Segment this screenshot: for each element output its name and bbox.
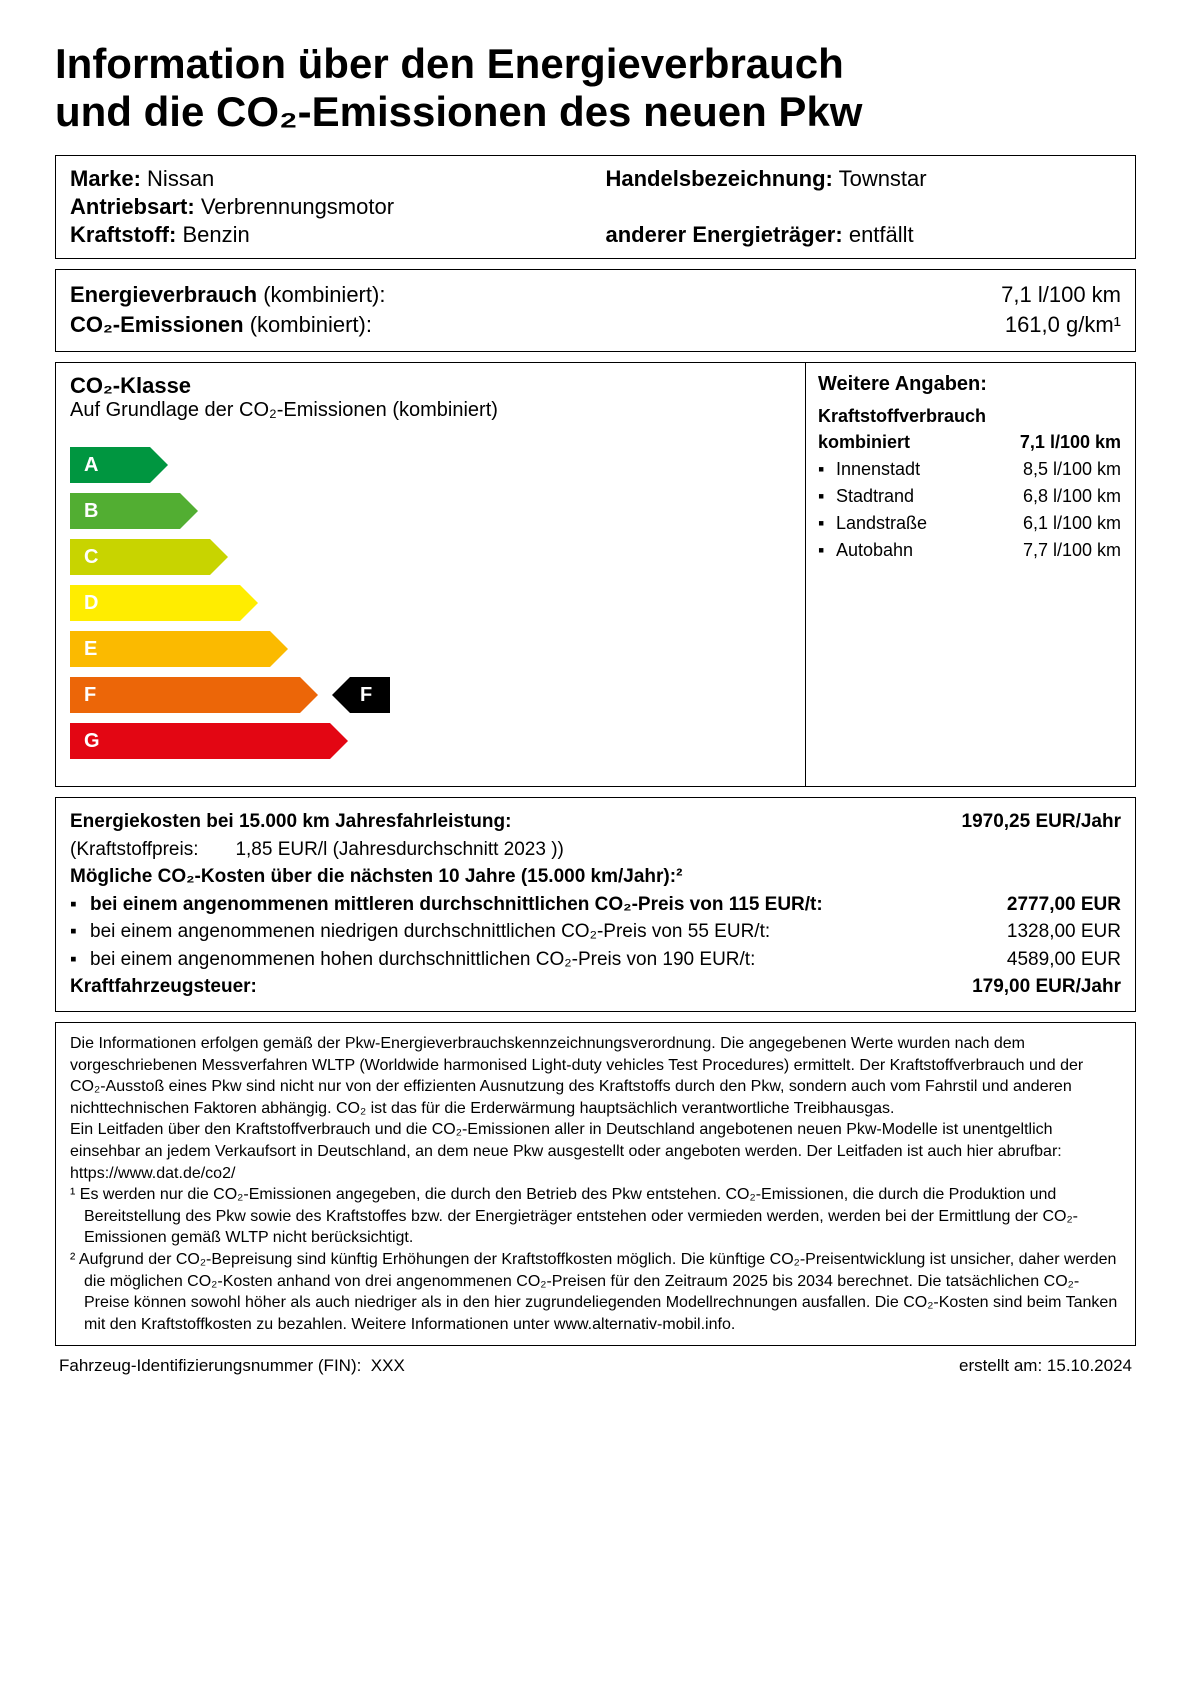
page-title: Information über den Energieverbrauch un… — [55, 40, 1136, 137]
co2-bar-label: B — [84, 500, 98, 523]
legal-footnote-2: ² Aufgrund der CO₂-Bepreisung sind künft… — [70, 1249, 1121, 1335]
antrieb-row: Antriebsart: Verbrennungsmotor — [70, 194, 586, 220]
co2-cost-scenario: ▪bei einem angenommenen hohen durchschni… — [70, 946, 1121, 974]
costs-box: Energiekosten bei 15.000 km Jahresfahrle… — [55, 797, 1136, 1012]
legal-footnote-1: ¹ Es werden nur die CO₂-Emissionen angeg… — [70, 1184, 1121, 1249]
antrieb-value: Verbrennungsmotor — [201, 194, 394, 219]
vehicle-info-box: Marke: Nissan Handelsbezeichnung: Townst… — [55, 155, 1136, 259]
fin-value: XXX — [371, 1356, 405, 1375]
co2-bar-row-a: A — [70, 444, 791, 486]
tax-label: Kraftfahrzeugsteuer: — [70, 973, 257, 1001]
date-value: 15.10.2024 — [1047, 1356, 1132, 1375]
energie-suffix: (kombiniert): — [257, 282, 385, 307]
co2cost-title: Mögliche CO₂-Kosten über die nächsten 10… — [70, 866, 682, 887]
co2-cost-scenario: ▪bei einem angenommenen mittleren durchs… — [70, 891, 1121, 919]
anderer-row: anderer Energieträger: entfällt — [606, 222, 1122, 248]
co2-bar-label: E — [84, 638, 97, 661]
antrieb-label: Antriebsart: — [70, 194, 195, 219]
co2-bar-label: F — [84, 684, 96, 707]
legal-box: Die Informationen erfolgen gemäß der Pkw… — [55, 1022, 1136, 1346]
co2-suffix: (kombiniert): — [244, 312, 372, 337]
fuel-row: ▪Landstraße6,1 l/100 km — [818, 510, 1121, 537]
handels-label: Handelsbezeichnung: — [606, 166, 833, 191]
marke-label: Marke: — [70, 166, 141, 191]
title-line1: Information über den Energieverbrauch — [55, 40, 844, 87]
energy-cost-value: 1970,25 EUR/Jahr — [962, 808, 1122, 836]
co2-bar-b: B — [70, 493, 180, 529]
fuelprice-label: (Kraftstoffpreis: — [70, 839, 198, 860]
energie-label: Energieverbrauch — [70, 282, 257, 307]
co2-label: CO₂-Emissionen — [70, 312, 244, 337]
co2-value: 161,0 g/km¹ — [1005, 310, 1121, 341]
fin-label: Fahrzeug-Identifizierungsnummer (FIN): — [59, 1356, 361, 1375]
further-title: Weitere Angaben: — [818, 373, 1121, 396]
further-info: Weitere Angaben: Kraftstoffverbrauch kom… — [805, 363, 1135, 786]
handels-value: Townstar — [839, 166, 927, 191]
anderer-label: anderer Energieträger: — [606, 222, 843, 247]
legal-p1: Die Informationen erfolgen gemäß der Pkw… — [70, 1033, 1121, 1119]
kombiniert-label: kombiniert — [818, 429, 910, 456]
co2-cost-scenario: ▪bei einem angenommenen niedrigen durchs… — [70, 918, 1121, 946]
co2-class-subtitle: Auf Grundlage der CO₂-Emissionen (kombin… — [70, 399, 791, 422]
co2-bar-row-g: G — [70, 720, 791, 762]
co2-bar-g: G — [70, 723, 330, 759]
handels-row: Handelsbezeichnung: Townstar — [606, 166, 1122, 192]
marke-value: Nissan — [147, 166, 214, 191]
co2-bar-label: C — [84, 546, 98, 569]
further-section: Kraftstoffverbrauch — [818, 406, 1121, 427]
co2-bar-label: G — [84, 730, 100, 753]
fuel-row: ▪Innenstadt8,5 l/100 km — [818, 456, 1121, 483]
co2-bar-c: C — [70, 539, 210, 575]
footer: Fahrzeug-Identifizierungsnummer (FIN): X… — [55, 1356, 1136, 1376]
co2-bar-label: A — [84, 454, 98, 477]
co2-bar-f: F — [70, 677, 300, 713]
co2-class-marker: F — [350, 677, 390, 713]
date-label: erstellt am: — [959, 1356, 1042, 1375]
energy-cost-label: Energiekosten bei 15.000 km Jahresfahrle… — [70, 808, 511, 836]
co2-bar-label: D — [84, 592, 98, 615]
fuelprice-value: 1,85 EUR/l (Jahresdurchschnitt 2023 )) — [235, 839, 563, 860]
co2-class-box: CO₂-Klasse Auf Grundlage der CO₂-Emissio… — [55, 362, 1136, 787]
legal-p2: Ein Leitfaden über den Kraftstoffverbrau… — [70, 1119, 1121, 1184]
co2-class-title: CO₂-Klasse — [70, 373, 791, 399]
kraftstoff-value: Benzin — [182, 222, 249, 247]
title-line2: und die CO₂-Emissionen des neuen Pkw — [55, 88, 862, 135]
kombiniert-value: 7,1 l/100 km — [1020, 429, 1121, 456]
co2-bar-row-f: FF — [70, 674, 791, 716]
co2-bar-d: D — [70, 585, 240, 621]
co2-bar-row-c: C — [70, 536, 791, 578]
fuel-row: ▪Stadtrand6,8 l/100 km — [818, 483, 1121, 510]
energie-value: 7,1 l/100 km — [1001, 280, 1121, 311]
co2-bar-a: A — [70, 447, 150, 483]
co2-bar-row-b: B — [70, 490, 791, 532]
kraftstoff-row: Kraftstoff: Benzin — [70, 222, 586, 248]
kraftstoff-label: Kraftstoff: — [70, 222, 176, 247]
marke-row: Marke: Nissan — [70, 166, 586, 192]
tax-value: 179,00 EUR/Jahr — [972, 973, 1121, 1001]
fuel-row: ▪Autobahn7,7 l/100 km — [818, 537, 1121, 564]
co2-class-left: CO₂-Klasse Auf Grundlage der CO₂-Emissio… — [70, 373, 791, 776]
anderer-value: entfällt — [849, 222, 914, 247]
co2-bars: ABCDEFFG — [70, 444, 791, 776]
co2-bar-row-d: D — [70, 582, 791, 624]
co2-bar-e: E — [70, 631, 270, 667]
co2-bar-row-e: E — [70, 628, 791, 670]
consumption-box: Energieverbrauch (kombiniert): 7,1 l/100… — [55, 269, 1136, 353]
